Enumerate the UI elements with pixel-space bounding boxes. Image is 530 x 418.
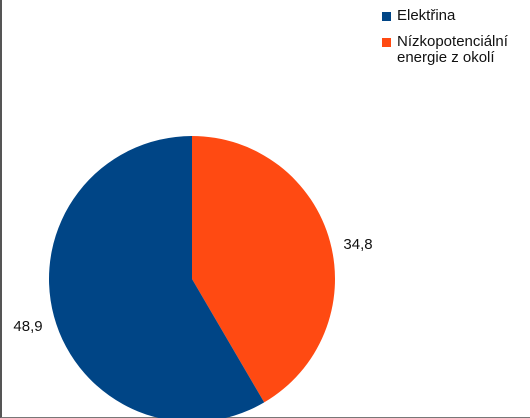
data-label-1: 48,9 <box>13 318 42 335</box>
pie-slice-0 <box>192 136 336 403</box>
legend-item-ambient-energy: Nízkopotenciální energie z okolí <box>382 34 530 66</box>
legend-swatch-electricity <box>382 12 391 21</box>
chart-legend: Elektřina Nízkopotenciální energie z oko… <box>382 8 530 76</box>
data-label-0: 34,8 <box>343 236 372 253</box>
legend-swatch-ambient-energy <box>382 38 391 47</box>
legend-item-electricity: Elektřina <box>382 8 530 24</box>
legend-label-electricity: Elektřina <box>397 7 456 24</box>
legend-label-ambient-energy: Nízkopotenciální energie z okolí <box>397 33 508 66</box>
pie-slice-1 <box>49 136 265 418</box>
